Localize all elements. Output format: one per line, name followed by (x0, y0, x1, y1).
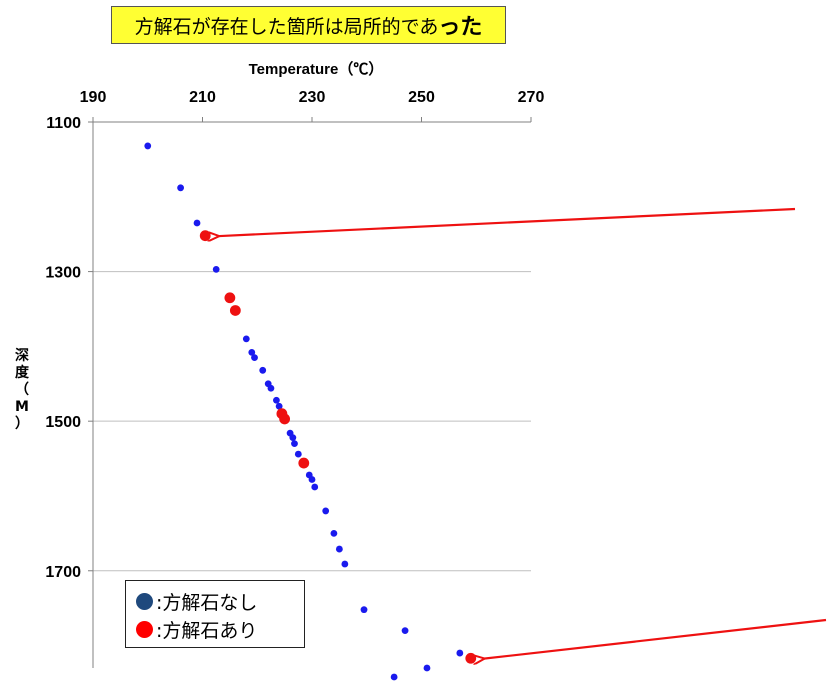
annotation-arrow (217, 207, 796, 236)
legend-label-calcite: :方解石あり (156, 619, 258, 642)
annotation-arrow (483, 618, 827, 659)
data-point-no-calcite (423, 664, 431, 672)
data-point-no-calcite (322, 507, 330, 515)
chart-title-tail: った (438, 15, 483, 40)
data-point-no-calcite (401, 627, 409, 635)
data-point-calcite (279, 413, 291, 425)
data-point-no-calcite (248, 348, 256, 356)
legend-label-no-calcite: :方解石なし (156, 591, 258, 614)
x-axis-label: Temperature（℃） (249, 60, 384, 78)
y-tick-label: 1100 (46, 115, 81, 132)
data-point-calcite (224, 292, 236, 304)
data-point-no-calcite (193, 219, 201, 227)
data-point-no-calcite (294, 450, 302, 458)
data-point-no-calcite (267, 384, 275, 392)
data-point-no-calcite (341, 560, 349, 568)
legend-item-calcite: :方解石あり (136, 616, 257, 642)
data-point-no-calcite (330, 529, 338, 537)
chart-title-main: 方解石が存在した箇所は局所的であ (134, 15, 439, 38)
legend: :方解石なし :方解石あり (125, 580, 305, 648)
data-point-no-calcite (144, 142, 152, 150)
data-point-no-calcite (390, 673, 398, 681)
data-point-calcite (229, 305, 241, 316)
y-tick-label: 1700 (45, 564, 81, 581)
y-axis-label: 深度（ M） (15, 347, 30, 432)
chart-title: 方解石が存在した箇所は局所的であ った (111, 6, 506, 44)
y-tick-label: 1300 (45, 265, 81, 282)
data-point-no-calcite (212, 265, 220, 273)
data-point-calcite (465, 652, 477, 664)
x-tick-label: 230 (299, 89, 326, 106)
legend-marker-red (136, 620, 153, 638)
legend-marker-blue (136, 592, 153, 610)
data-point-no-calcite (242, 335, 250, 343)
data-point-no-calcite (251, 354, 258, 362)
data-point-calcite (199, 230, 211, 242)
legend-item-no-calcite: :方解石なし (136, 588, 257, 614)
x-tick-label: 270 (518, 89, 545, 106)
data-point-no-calcite (177, 184, 185, 192)
data-point-no-calcite (456, 649, 464, 657)
data-point-no-calcite (311, 483, 319, 491)
y-tick-label: 1500 (45, 414, 81, 431)
x-tick-label: 210 (189, 89, 216, 106)
data-point-no-calcite (335, 545, 343, 553)
x-tick-label: 250 (408, 89, 435, 106)
x-tick-label: 190 (80, 89, 107, 106)
data-point-no-calcite (273, 396, 280, 404)
data-point-calcite (298, 457, 310, 469)
data-point-no-calcite (289, 434, 297, 442)
data-point-no-calcite (360, 606, 368, 614)
data-point-no-calcite (308, 476, 316, 483)
data-point-no-calcite (291, 440, 298, 448)
data-point-no-calcite (259, 366, 267, 374)
data-point-no-calcite (275, 402, 283, 410)
